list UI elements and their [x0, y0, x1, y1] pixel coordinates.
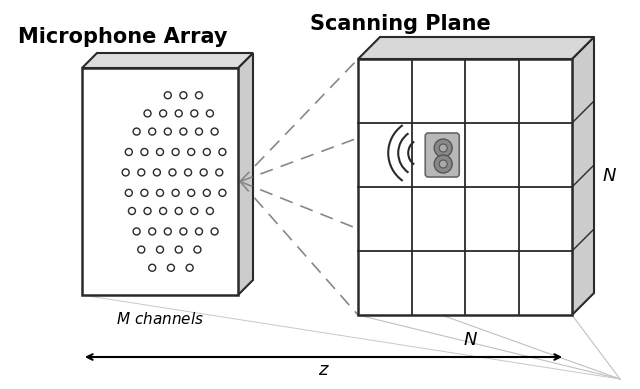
Circle shape: [434, 139, 452, 157]
Text: Scanning Plane: Scanning Plane: [310, 14, 490, 34]
Circle shape: [434, 155, 452, 173]
Polygon shape: [82, 53, 253, 68]
Text: Microphone Array: Microphone Array: [18, 27, 227, 47]
Polygon shape: [238, 53, 253, 295]
Text: $z$: $z$: [317, 361, 330, 379]
Polygon shape: [358, 59, 572, 315]
Polygon shape: [358, 37, 594, 59]
Polygon shape: [380, 37, 594, 293]
FancyBboxPatch shape: [425, 133, 460, 177]
Polygon shape: [82, 68, 238, 295]
Text: $N$: $N$: [463, 331, 477, 349]
Circle shape: [439, 160, 447, 168]
Circle shape: [439, 144, 447, 152]
Text: $N$: $N$: [602, 167, 617, 185]
Polygon shape: [572, 37, 594, 315]
Text: $M$ channels: $M$ channels: [116, 311, 204, 327]
